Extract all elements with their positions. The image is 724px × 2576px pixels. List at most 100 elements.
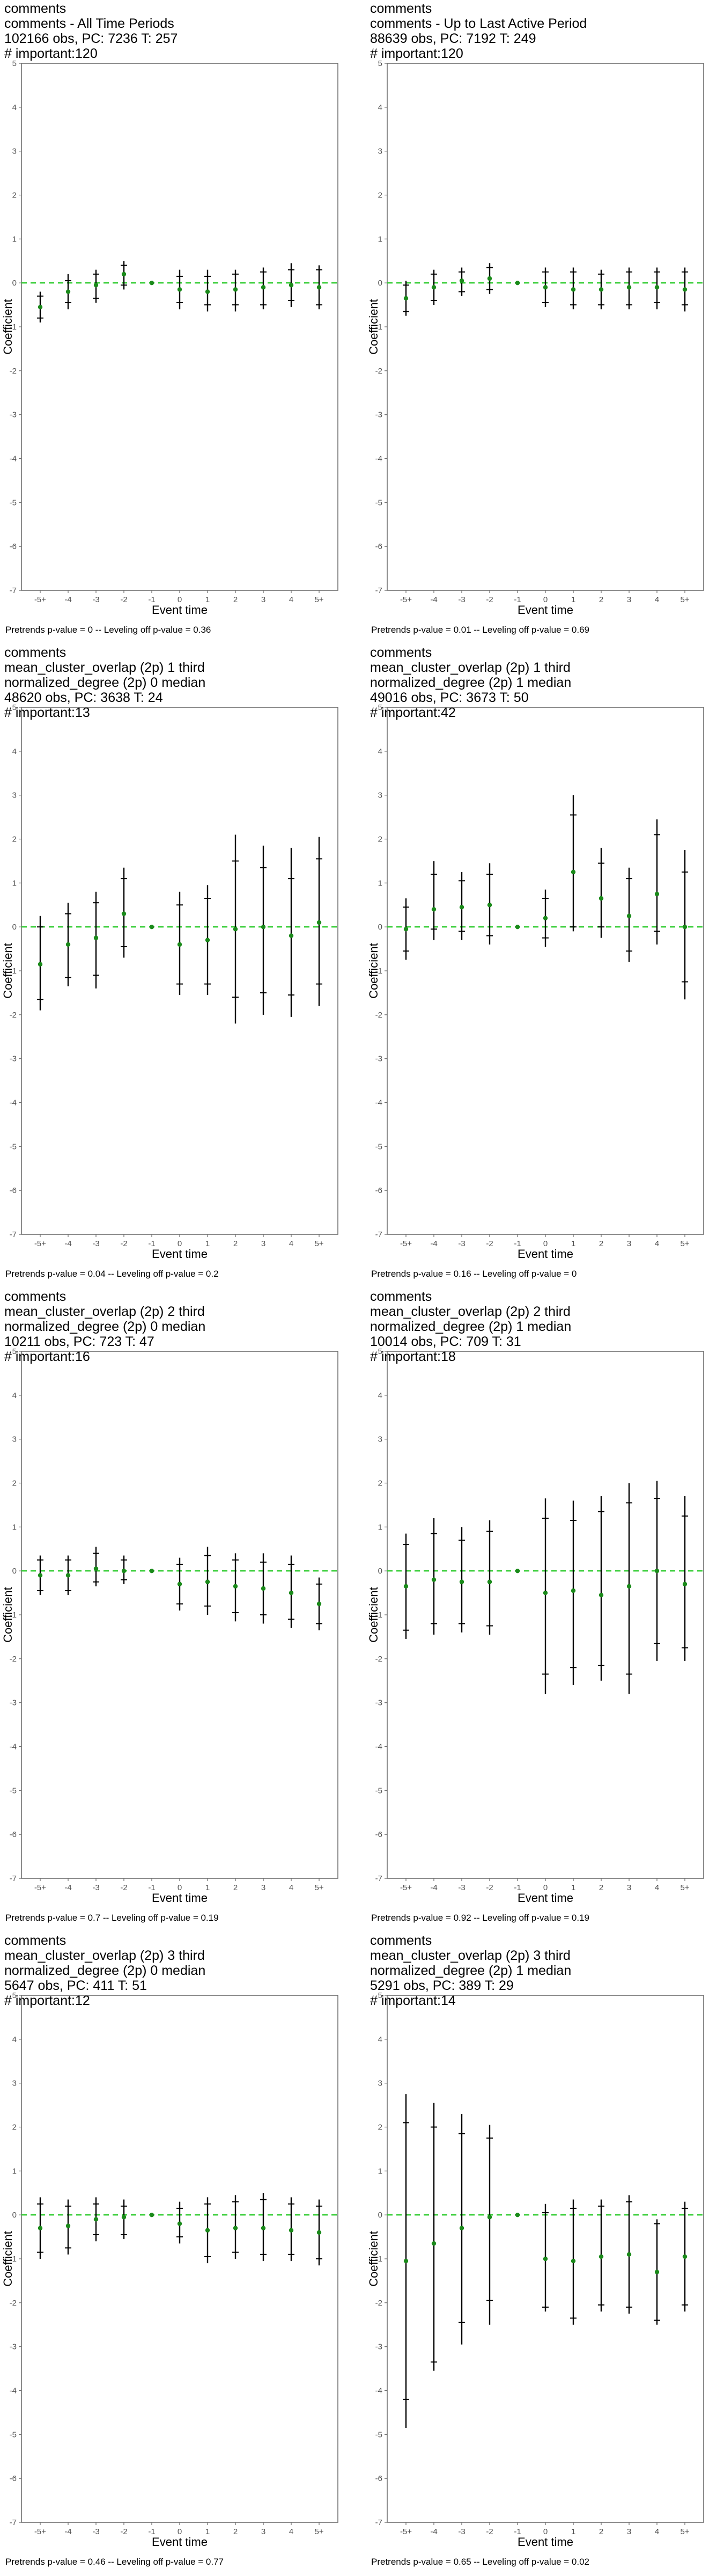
y-tick-label: -1 <box>375 323 382 332</box>
y-tick-label: -6 <box>375 542 382 551</box>
estimate-point <box>515 924 520 930</box>
x-tick-label: 0 <box>543 2527 548 2536</box>
y-tick-label: -2 <box>375 367 382 376</box>
y-tick-label: -6 <box>10 542 17 551</box>
chart-title-line: comments <box>4 1289 67 1304</box>
y-tick-label: -4 <box>375 1743 382 1752</box>
x-tick-label: 4 <box>289 2527 293 2536</box>
pvalue-note: Pretrends p-value = 0.16 -- Leveling off… <box>371 1269 577 1279</box>
plot-area: 5 4 3 2 1 0 -1 -2 -3 -4 -5 -6 -7 -5+ -4 -3 -2 -1 0 1 2 3 4 5+ Ev… <box>1 1991 338 2549</box>
y-tick-label: 4 <box>12 103 17 112</box>
y-tick-label: 4 <box>12 2035 17 2044</box>
x-tick-label: -1 <box>514 2527 521 2536</box>
estimate-point <box>121 911 127 916</box>
x-tick-label: -4 <box>64 1239 71 1248</box>
x-tick-label: 1 <box>205 1239 210 1248</box>
y-tick-label: -5 <box>10 498 17 507</box>
p-value-label: -- Leveling off p-value = <box>471 1913 572 1923</box>
x-tick-label: -5+ <box>34 1239 46 1248</box>
chart-title-line: 5647 obs, PC: 411 T: 51 <box>4 1978 147 1993</box>
pvalue-note: Pretrends p-value = 0.7 -- Leveling off … <box>5 1913 219 1923</box>
estimate-point <box>431 907 437 912</box>
x-tick-label: 5+ <box>314 1883 323 1892</box>
y-tick-label: 2 <box>378 2123 382 2132</box>
y-tick-label: 3 <box>378 1435 382 1444</box>
chart-title-line: comments <box>370 1933 432 1948</box>
p-value: 0.69 <box>571 625 590 635</box>
y-tick-label: 3 <box>12 2079 17 2088</box>
estimate-point <box>515 1568 520 1574</box>
p-value-label: Pretrends p-value = <box>5 625 88 635</box>
x-tick-label: 3 <box>261 1239 265 1248</box>
y-tick-label: 1 <box>378 235 382 244</box>
estimate-point <box>571 2258 576 2264</box>
x-tick-label: 5+ <box>680 1883 689 1892</box>
chart-title-line: normalized_degree (2p) 0 median <box>4 1963 206 1978</box>
x-tick-label: -3 <box>92 2527 99 2536</box>
estimate-point <box>682 287 688 292</box>
estimate-point <box>599 2254 604 2259</box>
x-tick-label: 0 <box>543 1883 548 1892</box>
x-axis-title: Event time <box>152 1247 208 1261</box>
y-tick-label: -1 <box>375 2255 382 2264</box>
y-tick-label: 0 <box>12 279 17 288</box>
estimate-point <box>65 289 71 294</box>
y-axis-title: Coefficient <box>1 943 14 999</box>
chart-title-line: 88639 obs, PC: 7192 T: 249 <box>370 31 536 46</box>
x-tick-label: 1 <box>571 1239 575 1248</box>
estimate-point <box>654 891 660 896</box>
y-tick-label: -1 <box>10 323 17 332</box>
estimate-point <box>487 276 492 281</box>
chart-title-line: normalized_degree (2p) 0 median <box>4 675 206 690</box>
x-axis-title: Event time <box>518 603 573 617</box>
estimate-point <box>65 1573 71 1578</box>
chart-title-line: comments <box>4 645 67 660</box>
x-tick-label: -5+ <box>400 1239 412 1248</box>
chart-title: comments mean_cluster_overlap (2p) 2 thir… <box>370 1289 571 1364</box>
pvalue-note: Pretrends p-value = 0.04 -- Leveling off… <box>5 1269 219 1279</box>
estimate-point <box>65 942 71 947</box>
y-tick-label: -7 <box>10 1230 17 1239</box>
estimate-point <box>121 272 127 276</box>
estimate-point <box>121 1568 127 1574</box>
estimate-point <box>571 1588 576 1593</box>
x-tick-label: -2 <box>486 595 493 604</box>
y-tick-label: -4 <box>10 2387 17 2396</box>
estimate-point <box>205 289 210 294</box>
estimate-point <box>233 927 238 932</box>
chart-panel: comments mean_cluster_overlap (2p) 3 thir… <box>0 1932 343 2576</box>
x-tick-label: 3 <box>261 2527 265 2536</box>
x-tick-label: 1 <box>205 2527 210 2536</box>
estimate-point <box>459 278 464 283</box>
estimate-point <box>289 1590 294 1596</box>
y-tick-label: -2 <box>375 2299 382 2308</box>
p-value-label: -- Leveling off p-value = <box>105 1269 206 1279</box>
x-tick-label: -2 <box>486 1883 493 1892</box>
y-tick-label: 3 <box>378 2079 382 2088</box>
chart-panel: comments mean_cluster_overlap (2p) 3 thir… <box>366 1932 709 2576</box>
x-tick-label: 3 <box>627 595 631 604</box>
x-tick-label: 2 <box>233 2527 238 2536</box>
estimate-point <box>403 2258 409 2264</box>
x-tick-label: 0 <box>178 2527 182 2536</box>
x-tick-label: -1 <box>148 1239 155 1248</box>
estimate-point <box>459 2226 464 2230</box>
x-tick-label: -4 <box>430 1239 437 1248</box>
chart-title-line: 49016 obs, PC: 3673 T: 50 <box>370 690 529 705</box>
y-tick-label: -1 <box>10 1611 17 1620</box>
chart-title-line: comments - Up to Last Active Period <box>370 16 587 31</box>
estimate-point <box>599 1592 604 1598</box>
x-tick-label: -4 <box>430 2527 437 2536</box>
y-tick-label: -5 <box>10 2430 17 2439</box>
x-axis-title: Event time <box>152 603 208 617</box>
plot-frame <box>21 63 338 591</box>
y-tick-label: 5 <box>378 1991 382 2000</box>
y-tick-label: -5 <box>10 1142 17 1151</box>
y-tick-label: 0 <box>378 2211 382 2220</box>
estimate-point <box>177 942 182 947</box>
estimate-point <box>149 924 154 930</box>
p-value: 0 <box>571 1269 577 1279</box>
y-tick-label: 1 <box>12 235 17 244</box>
chart-title-line: mean_cluster_overlap (2p) 3 third <box>4 1948 205 1963</box>
x-tick-label: 4 <box>289 1239 293 1248</box>
